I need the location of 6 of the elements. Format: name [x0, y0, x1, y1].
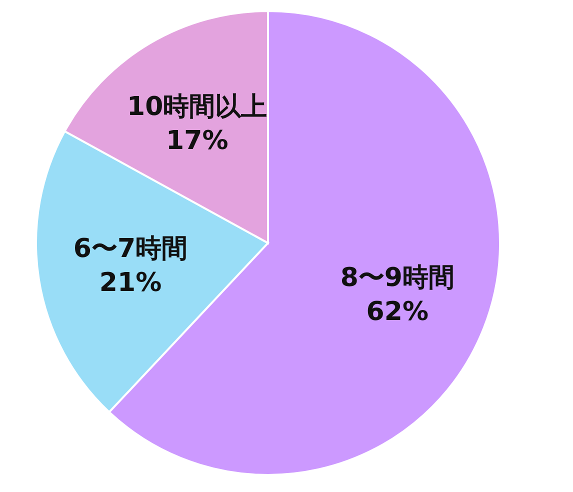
slice-label: 6〜7時間 [73, 234, 188, 264]
data-label: 17% [166, 126, 228, 156]
slice-label: 8〜9時間 [340, 263, 455, 294]
data-label: 62% [366, 297, 429, 328]
slice-label: 10時間以上 [127, 92, 268, 122]
data-label: 21% [99, 268, 162, 298]
